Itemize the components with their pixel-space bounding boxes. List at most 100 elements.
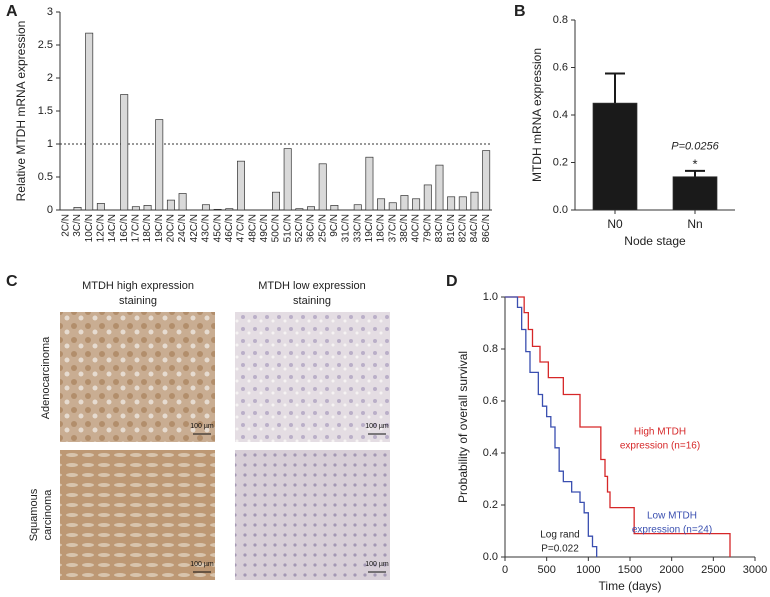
x-tick-label: 42C/N — [189, 214, 200, 242]
x-tick-label: 18C/N — [376, 214, 387, 242]
y-tick-label: 0.4 — [553, 109, 568, 121]
y-tick-label: 1.5 — [38, 105, 53, 117]
x-tick-label: 46C/N — [224, 214, 235, 242]
bar — [365, 156, 374, 211]
x-tick-label: 25C/N — [317, 214, 328, 242]
p-value: P=0.0256 — [671, 141, 719, 153]
x-tick-label: 2500 — [701, 564, 725, 576]
micrograph — [235, 450, 390, 580]
x-tick-label: 24C/N — [177, 214, 188, 242]
survival-curve — [505, 296, 731, 557]
x-tick-label: 51C/N — [282, 214, 293, 242]
bar — [388, 202, 397, 211]
x-tick-label: Nn — [687, 217, 702, 231]
row-label: Adenocarcinoma — [40, 336, 52, 419]
y-axis-label: Relative MTDH mRNA expression — [14, 21, 28, 202]
y-tick-label: 0.0 — [483, 551, 498, 563]
x-tick-label: 52C/N — [294, 214, 305, 242]
y-axis-label: MTDH mRNA expression — [530, 48, 544, 182]
bar — [423, 184, 432, 211]
y-tick-label: 0 — [47, 204, 53, 216]
x-tick-label: 14C/N — [107, 214, 118, 242]
column-header: staining — [293, 295, 331, 307]
series-label: High MTDH — [634, 427, 686, 438]
bar — [353, 204, 362, 211]
x-tick-label: 81C/N — [446, 214, 457, 242]
panel-letter: D — [446, 273, 458, 290]
x-tick-label: 47C/N — [236, 214, 247, 242]
bar — [85, 32, 94, 211]
column-header: staining — [119, 295, 157, 307]
column-header: MTDH low expression — [258, 280, 366, 292]
scale-bar-label: 100 µm — [365, 561, 389, 568]
bar — [318, 163, 327, 211]
y-tick-label: 2 — [47, 72, 53, 84]
bar — [377, 198, 386, 211]
scale-bar-label: 100 µm — [365, 423, 389, 430]
x-tick-label: 79C/N — [422, 214, 433, 242]
significance-mark: * — [692, 156, 697, 171]
panel-letter: B — [514, 3, 526, 20]
series-label: expression (n=24) — [632, 525, 712, 536]
y-tick-label: 1.0 — [483, 291, 498, 303]
bar — [237, 160, 245, 211]
bar — [470, 191, 479, 211]
y-tick-label: 0.6 — [483, 395, 498, 407]
x-tick-label: 83C/N — [434, 214, 445, 242]
annotation: P=0.022 — [541, 544, 579, 555]
y-tick-label: 1 — [47, 138, 53, 150]
scale-bar-label: 100 µm — [190, 561, 214, 568]
x-tick-label: 9C/N — [329, 214, 340, 237]
bar — [283, 148, 292, 211]
x-tick-label: 40C/N — [411, 214, 422, 242]
x-tick-label: 50C/N — [271, 214, 282, 242]
x-tick-label: 18C/N — [142, 214, 153, 242]
bar — [131, 206, 140, 211]
survival-curve — [505, 296, 598, 557]
bar — [201, 204, 210, 211]
bar — [143, 205, 152, 211]
annotation: Log rand — [540, 530, 579, 541]
panel-letter: A — [6, 3, 18, 20]
x-tick-label: 38C/N — [399, 214, 410, 242]
x-tick-label: 84C/N — [469, 214, 480, 242]
x-tick-label: 48C/N — [247, 214, 258, 242]
y-tick-label: 0.2 — [553, 156, 568, 168]
bar — [400, 195, 409, 211]
bar — [155, 119, 164, 211]
micrograph — [60, 312, 215, 442]
bar — [166, 199, 175, 211]
bar — [272, 191, 280, 211]
y-tick-label: 3 — [47, 6, 53, 18]
x-tick-label: 3C/N — [72, 214, 83, 237]
bar — [435, 164, 444, 211]
bar — [307, 206, 315, 211]
x-tick-label: 17C/N — [131, 214, 142, 242]
y-tick-label: 2.5 — [38, 39, 53, 51]
x-tick-label: 3000 — [743, 564, 767, 576]
x-tick-label: 10C/N — [84, 214, 95, 242]
x-tick-label: 43C/N — [201, 214, 212, 242]
y-tick-label: 0.0 — [553, 204, 568, 216]
x-tick-label: 37C/N — [387, 214, 398, 242]
bar — [458, 196, 467, 211]
y-axis-label: Probability of overall survival — [456, 351, 470, 503]
x-tick-label: 36C/N — [306, 214, 317, 242]
bar — [225, 208, 234, 211]
x-tick-label: 86C/N — [481, 214, 492, 242]
bar — [178, 193, 187, 211]
series-label: Low MTDH — [647, 511, 697, 522]
x-tick-label: 19C/N — [154, 214, 165, 242]
x-tick-label: 19C/N — [364, 214, 375, 242]
bar — [447, 196, 456, 211]
x-axis-label: Time (days) — [599, 579, 662, 593]
scale-bar-label: 100 µm — [190, 423, 214, 430]
x-tick-label: 20C/N — [166, 214, 177, 242]
bar — [295, 208, 304, 211]
y-tick-label: 0.4 — [483, 447, 498, 459]
bar — [213, 208, 222, 211]
row-label: carcinoma — [42, 489, 54, 541]
y-tick-label: 0.8 — [483, 343, 498, 355]
x-tick-label: 45C/N — [212, 214, 223, 242]
